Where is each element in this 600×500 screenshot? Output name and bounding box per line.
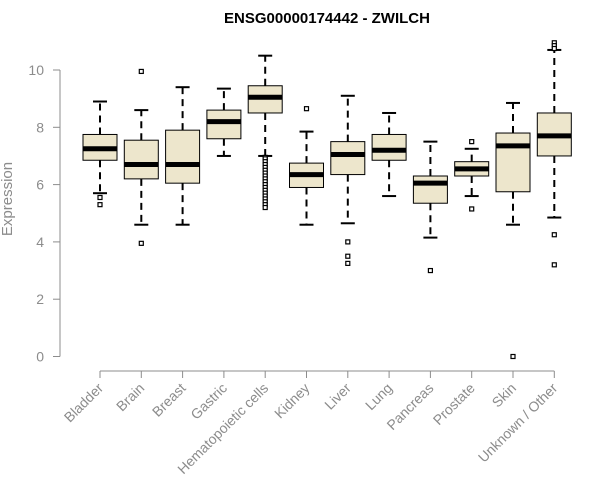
iqr-box (123, 139, 159, 180)
x-tick-label: Kidney (271, 380, 313, 422)
box-skin (495, 101, 531, 360)
outlier-point (262, 204, 268, 211)
iqr-box (495, 132, 531, 193)
outlier-point (510, 353, 516, 360)
y-axis: 0 2 4 6 8 10 (28, 62, 61, 365)
iqr-box (165, 129, 201, 184)
y-tick-label: 0 (36, 349, 44, 365)
chart-title: ENSG00000174442 - ZWILCH (224, 10, 430, 27)
y-tick-label: 8 (36, 119, 44, 135)
x-tick-label: Prostate (430, 380, 478, 428)
boxes-layer (82, 40, 572, 360)
outlier-point (469, 139, 475, 145)
x-tick-label: Bladder (61, 380, 107, 426)
box-hematopoietic-cells (247, 54, 283, 211)
x-tick-label: Lung (362, 380, 395, 413)
outlier-point (345, 260, 351, 266)
box-pancreas (412, 140, 448, 274)
box-prostate (454, 139, 490, 212)
outlier-point (551, 232, 557, 238)
box-breast (165, 86, 201, 226)
iqr-box (412, 175, 448, 204)
y-tick-label: 10 (28, 62, 44, 78)
box-lung (371, 111, 407, 198)
x-tick-label: Liver (321, 380, 354, 413)
iqr-box (330, 141, 366, 176)
outlier-point (97, 202, 103, 208)
outlier-point (97, 194, 103, 201)
box-liver (330, 94, 366, 266)
outlier-point (427, 267, 433, 274)
y-tick-label: 6 (36, 177, 44, 193)
outlier-point (303, 106, 310, 112)
x-tick-label: Breast (149, 380, 189, 420)
box-unknown-other (536, 40, 572, 268)
x-tick-label: Skin (489, 380, 520, 411)
box-brain (123, 68, 159, 246)
x-tick-label: Brain (113, 380, 147, 414)
outlier-point (138, 68, 144, 75)
outlier-point (551, 45, 557, 52)
iqr-box (206, 109, 242, 140)
outlier-point (138, 240, 144, 246)
outlier-point (345, 253, 351, 259)
box-gastric (206, 87, 242, 157)
y-tick-label: 4 (36, 234, 44, 250)
y-tick-label: 2 (36, 291, 44, 307)
outlier-point (551, 262, 557, 268)
y-axis-label: Expression (0, 162, 16, 236)
outlier-point (469, 206, 475, 212)
outlier-point (345, 239, 351, 245)
iqr-box (371, 133, 407, 161)
box-kidney (289, 106, 324, 226)
box-bladder (82, 100, 118, 208)
